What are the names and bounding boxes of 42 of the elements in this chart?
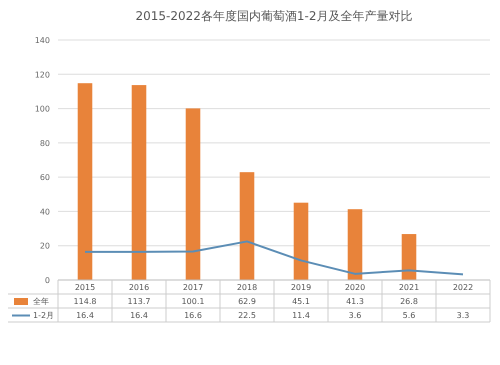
chart-title: 2015-2022各年度国内葡萄酒1-2月及全年产量对比 [135,9,413,23]
data-label: 16.4 [130,311,148,320]
y-tick-label: 60 [40,173,50,182]
x-tick-label: 2021 [398,283,420,292]
x-tick-label: 2020 [344,283,366,292]
data-label: 113.7 [128,297,150,306]
legend-label: 1-2月 [33,311,54,320]
bar [186,108,200,280]
y-tick-label: 20 [40,242,50,251]
y-tick-label: 140 [34,36,50,45]
data-label: 3.6 [348,311,362,320]
data-label: 16.6 [184,311,202,320]
bar [348,209,362,280]
bar [240,172,254,280]
data-label: 45.1 [292,297,310,306]
y-tick-label: 0 [44,276,50,285]
bar [78,83,92,280]
y-tick-label: 100 [34,104,50,114]
data-label: 26.8 [400,297,418,306]
legend-label: 全年 [33,297,49,306]
x-tick-label: 2022 [452,283,474,292]
data-label: 16.4 [76,311,94,320]
x-tick-label: 2017 [182,283,204,292]
y-tick-label: 120 [34,70,50,80]
y-tick-label: 40 [40,207,50,216]
bar [402,234,416,280]
data-label: 41.3 [346,297,364,306]
data-label: 11.4 [292,311,310,320]
data-label: 22.5 [238,311,256,320]
bar [132,85,146,280]
data-label: 100.1 [182,297,204,306]
x-tick-label: 2015 [74,283,96,292]
x-tick-label: 2018 [236,283,258,292]
x-tick-label: 2016 [128,283,150,292]
bar [294,202,308,280]
data-label: 3.3 [456,311,470,320]
line-series [84,240,464,276]
x-tick-label: 2019 [290,283,312,292]
data-label: 114.8 [74,297,96,306]
data-label: 62.9 [238,297,256,306]
data-label: 5.6 [402,311,416,320]
y-tick-label: 80 [40,138,50,148]
